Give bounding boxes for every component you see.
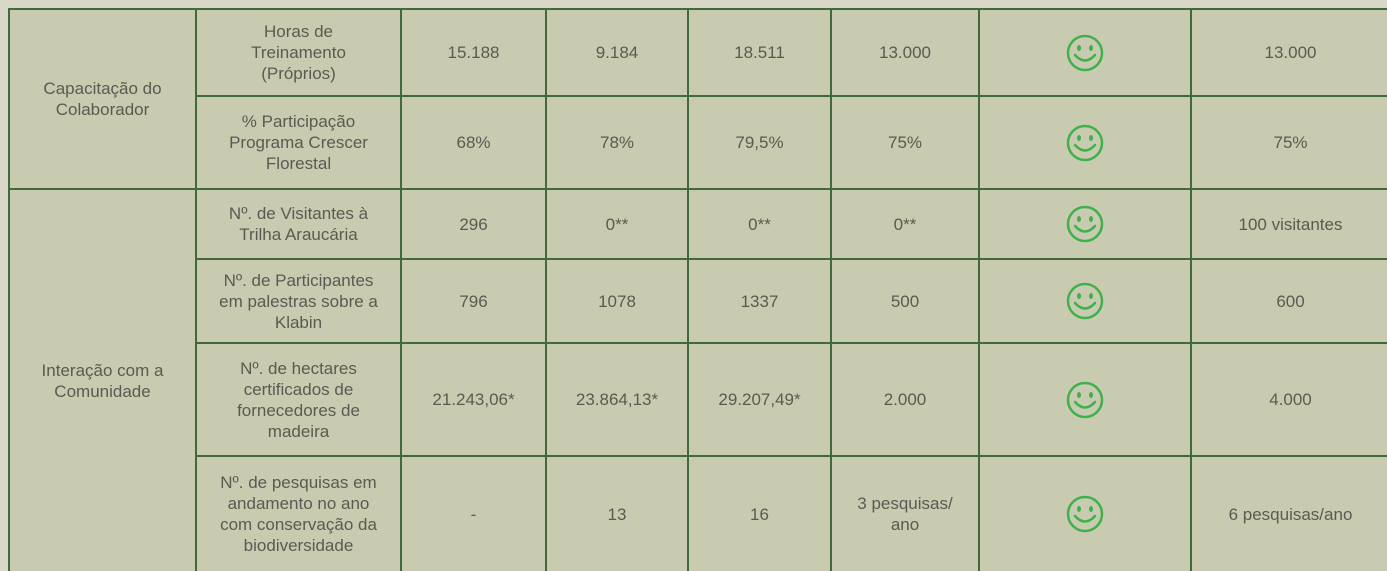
smiley-icon — [1066, 495, 1104, 533]
indicator: Horas de Treinamento (Próprios) — [195, 8, 402, 97]
value-cell: 13.000 — [830, 8, 980, 97]
value-cell: 15.188 — [400, 8, 547, 97]
table-body: Capacitação do Colaborador Horas de Trein… — [8, 8, 1387, 571]
indicator: Nº. de Visitantes à Trilha Araucária — [195, 188, 402, 260]
indicator: Nº. de hectares certificados de forneced… — [195, 342, 402, 457]
value-cell: 13 — [545, 455, 689, 571]
table-row: Nº. de Participantes em palestras sobre … — [9, 258, 1387, 344]
table: Capacitação do Colaborador Horas de Trein… — [8, 8, 1387, 571]
goal-cell: 4.000 — [1190, 342, 1387, 457]
goal-cell: 75% — [1190, 95, 1387, 190]
value-cell: 18.511 — [687, 8, 832, 97]
goal-cell: 600 — [1190, 258, 1387, 344]
value-cell: 0** — [545, 188, 689, 260]
smiley-icon — [1066, 205, 1104, 243]
value-cell: 0** — [830, 188, 980, 260]
indicator: % Participação Programa Crescer Floresta… — [195, 95, 402, 190]
status-cell — [978, 342, 1192, 457]
status-cell — [978, 188, 1192, 260]
value-cell: - — [400, 455, 547, 571]
value-cell: 0** — [687, 188, 832, 260]
value-cell: 75% — [830, 95, 980, 190]
value-cell: 296 — [400, 188, 547, 260]
value-cell: 796 — [400, 258, 547, 344]
goal-cell: 6 pesquisas/ano — [1190, 455, 1387, 571]
value-cell: 68% — [400, 95, 547, 190]
table-wrap: Capacitação do Colaborador Horas de Trein… — [8, 8, 1387, 571]
goal-cell: 100 visitantes — [1190, 188, 1387, 260]
value-cell: 79,5% — [687, 95, 832, 190]
smiley-icon — [1066, 282, 1104, 320]
indicator: Nº. de pesquisas em andamento no ano com… — [195, 455, 402, 571]
value-cell: 3 pesquisas/ ano — [830, 455, 980, 571]
value-cell: 21.243,06* — [400, 342, 547, 457]
table-row: Interação com a Comunidade Nº. de Visitan… — [8, 188, 1387, 571]
value-cell: 23.864,13* — [545, 342, 689, 457]
value-cell: 78% — [545, 95, 689, 190]
value-cell: 16 — [687, 455, 832, 571]
status-cell — [978, 8, 1192, 97]
table-row: Nº. de pesquisas em andamento no ano com… — [9, 455, 1387, 571]
table-row: Nº. de hectares certificados de forneced… — [9, 342, 1387, 457]
smiley-icon — [1066, 34, 1104, 71]
value-cell: 2.000 — [830, 342, 980, 457]
value-cell: 500 — [830, 258, 980, 344]
value-cell: 29.207,49* — [687, 342, 832, 457]
indicator: Nº. de Participantes em palestras sobre … — [195, 258, 402, 344]
status-cell — [978, 95, 1192, 190]
status-cell — [978, 258, 1192, 344]
smiley-icon — [1066, 381, 1104, 418]
value-cell: 1078 — [545, 258, 689, 344]
group-label: Interação com a Comunidade — [8, 188, 197, 571]
table-row: Capacitação do Colaborador Horas de Trein… — [8, 8, 1387, 190]
smiley-icon — [1066, 124, 1104, 161]
goal-cell: 13.000 — [1190, 8, 1387, 97]
value-cell: 9.184 — [545, 8, 689, 97]
status-cell — [978, 455, 1192, 571]
group-label: Capacitação do Colaborador — [8, 8, 197, 190]
value-cell: 1337 — [687, 258, 832, 344]
table-row: % Participação Programa Crescer Floresta… — [9, 95, 1387, 190]
